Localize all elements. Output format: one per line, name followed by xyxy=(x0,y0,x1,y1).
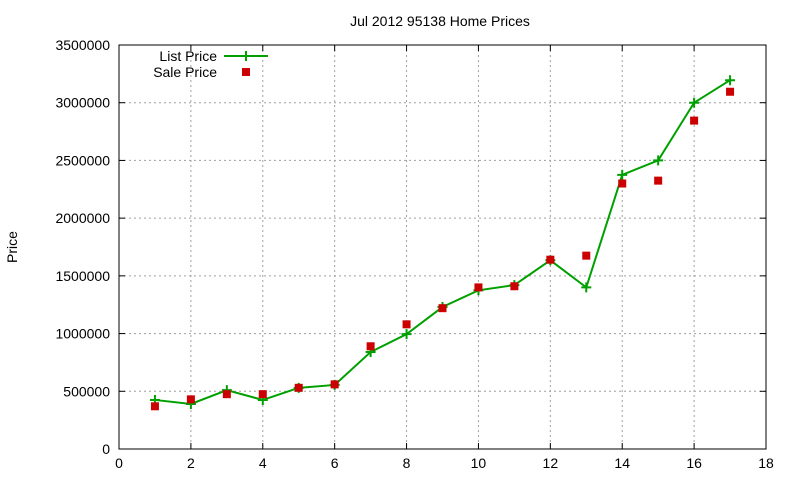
sale-price-marker xyxy=(510,282,519,291)
legend-label-sale-price: Sale Price xyxy=(153,64,217,80)
y-axis-label: Price xyxy=(4,231,20,263)
sale-price-marker xyxy=(258,390,267,399)
x-tick-label: 0 xyxy=(115,455,123,471)
chart-title: Jul 2012 95138 Home Prices xyxy=(350,13,530,29)
y-tick-label: 3000000 xyxy=(55,95,110,111)
x-tick-label: 10 xyxy=(471,455,487,471)
x-tick-label: 2 xyxy=(187,455,195,471)
x-tick-label: 18 xyxy=(758,455,774,471)
sale-price-marker xyxy=(618,179,627,188)
sale-price-marker xyxy=(654,176,663,185)
grid-lines xyxy=(119,45,766,449)
x-tick-label: 4 xyxy=(259,455,267,471)
plot-frame xyxy=(118,44,767,450)
sale-price-marker xyxy=(582,251,591,260)
y-tick-label: 2500000 xyxy=(55,152,110,168)
legend-label-list-price: List Price xyxy=(159,48,217,64)
sale-price-marker xyxy=(402,320,411,329)
x-tick-label: 6 xyxy=(331,455,339,471)
y-tick-label: 500000 xyxy=(63,383,110,399)
sale-price-marker xyxy=(438,304,447,313)
list-price-marker xyxy=(689,97,700,108)
y-tick-label: 1500000 xyxy=(55,268,110,284)
x-tick-label: 8 xyxy=(403,455,411,471)
sale-price-marker xyxy=(366,342,375,351)
sale-price-marker xyxy=(294,383,303,392)
list-price-marker xyxy=(581,282,592,293)
list-price-marker xyxy=(725,75,736,86)
y-tick-label: 1000000 xyxy=(55,326,110,342)
axis-ticks: 0 2 4 6 8 10 12 14 16 18 0 500000 1000000 1500000 2000… xyxy=(55,37,774,471)
list-price-marker xyxy=(401,329,412,340)
sale-price-marker xyxy=(330,380,339,389)
sale-price-marker xyxy=(186,395,195,404)
sale-price-marker xyxy=(150,402,159,411)
list-price-line xyxy=(154,79,731,406)
sale-price-marker xyxy=(222,390,231,399)
x-tick-label: 12 xyxy=(543,455,559,471)
sale-price-marker xyxy=(474,283,483,292)
list-price-marker xyxy=(617,169,628,180)
sale-price-marker xyxy=(726,87,735,96)
sale-price-marker xyxy=(690,116,699,125)
list-price-marker xyxy=(653,155,664,166)
sale-price-marker xyxy=(546,255,555,264)
x-tick-label: 14 xyxy=(614,455,630,471)
y-tick-label: 0 xyxy=(102,441,110,457)
legend-cross-icon xyxy=(241,51,251,61)
y-tick-label: 3500000 xyxy=(55,37,110,53)
x-tick-label: 16 xyxy=(686,455,702,471)
data-series xyxy=(149,75,736,411)
y-tick-label: 2000000 xyxy=(55,210,110,226)
legend-square-icon xyxy=(242,68,250,76)
